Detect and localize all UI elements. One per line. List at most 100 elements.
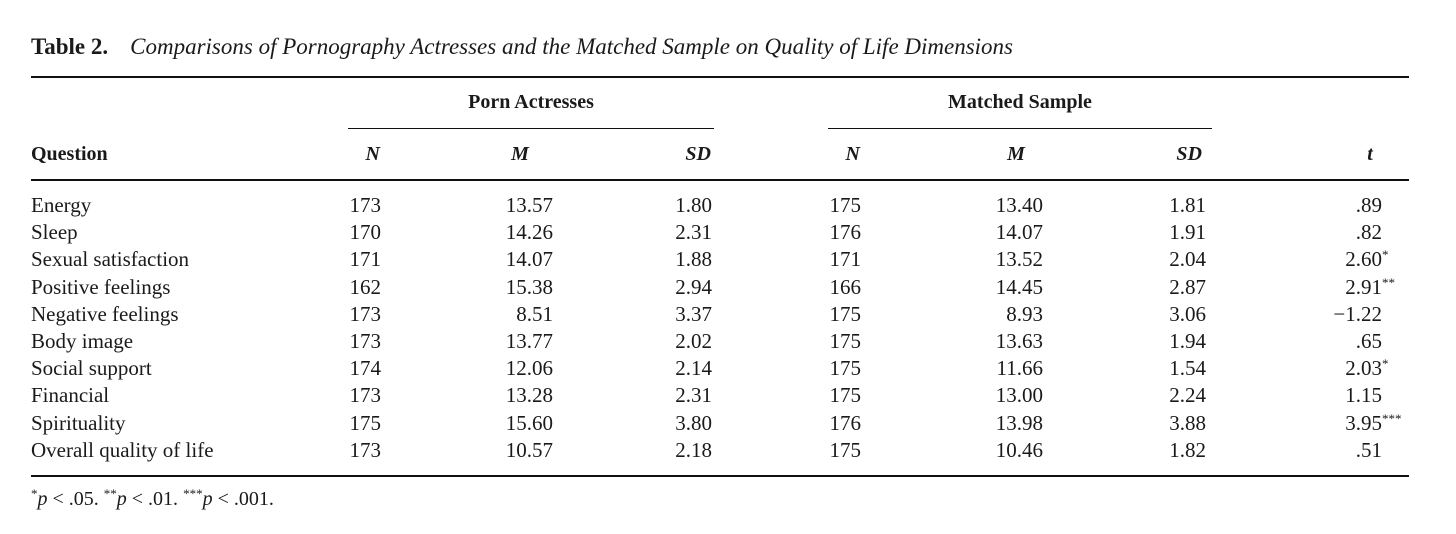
table-label: Table 2. xyxy=(31,34,109,59)
cell-t: 2.60 xyxy=(1345,247,1382,272)
cell-n2: 176 xyxy=(829,410,862,435)
row-question: Overall quality of life xyxy=(31,437,214,462)
cell-m1: 15.60 xyxy=(505,410,553,435)
row-question: Negative feelings xyxy=(31,301,179,326)
cell-n1: 173 xyxy=(349,437,382,462)
top-rule xyxy=(31,76,1409,78)
row-question: Positive feelings xyxy=(31,274,171,299)
cell-t: 2.03 xyxy=(1345,356,1382,381)
cell-n2: 175 xyxy=(829,301,862,326)
header-rule xyxy=(31,179,1409,181)
cell-sd1: 1.88 xyxy=(675,247,712,272)
significance-mark: ** xyxy=(1382,274,1395,290)
cell-n1: 173 xyxy=(349,383,382,408)
cell-sd1: 2.14 xyxy=(675,356,712,381)
cell-sd1: 2.02 xyxy=(675,328,712,353)
cell-sd1: 3.37 xyxy=(675,301,712,326)
cell-n2: 175 xyxy=(829,328,862,353)
cell-m1: 8.51 xyxy=(516,301,553,326)
cell-t: .89 xyxy=(1355,193,1382,217)
cell-m2: 8.93 xyxy=(1006,301,1043,326)
cell-m2: 13.00 xyxy=(995,383,1043,408)
significance-mark: * xyxy=(1382,356,1389,372)
cell-n1: 173 xyxy=(349,328,382,353)
cell-n2: 175 xyxy=(829,193,862,217)
cell-m1: 13.77 xyxy=(505,328,553,353)
row-question: Energy xyxy=(31,193,92,217)
bottom-rule xyxy=(31,475,1409,477)
cell-n2: 166 xyxy=(829,274,862,299)
cell-m2: 14.45 xyxy=(995,274,1043,299)
footnote-mark: ** xyxy=(103,486,117,501)
table-row: Body image 173 13.77 2.02 175 13.63 1.94 .65 xyxy=(0,328,1456,355)
cell-sd2: 1.54 xyxy=(1169,356,1206,381)
table-row: Social support 174 12.06 2.14 175 11.66 1.54 2.… xyxy=(0,355,1456,382)
footnote-text: < .05. xyxy=(47,488,104,510)
cell-sd1: 3.80 xyxy=(675,410,712,435)
cell-sd2: 2.87 xyxy=(1169,274,1206,299)
cell-sd2: 2.04 xyxy=(1169,247,1206,272)
cell-sd2: 1.91 xyxy=(1169,220,1206,245)
cell-sd1: 2.18 xyxy=(675,437,712,462)
cell-m1: 13.57 xyxy=(505,193,553,217)
cell-sd2: 1.81 xyxy=(1169,193,1206,217)
cell-m2: 13.63 xyxy=(995,328,1043,353)
cell-m1: 13.28 xyxy=(505,383,553,408)
row-question: Social support xyxy=(31,356,152,381)
cell-m2: 14.07 xyxy=(995,220,1043,245)
table-row: Negative feelings 173 8.51 3.37 175 8.93 3.06 −… xyxy=(0,301,1456,328)
table-row: Overall quality of life 173 10.57 2.18 175 10… xyxy=(0,437,1456,464)
col-header-n2: N xyxy=(845,143,860,165)
cell-sd1: 1.80 xyxy=(675,193,712,217)
significance-mark: *** xyxy=(1382,410,1402,426)
row-question: Financial xyxy=(31,383,110,408)
table-row: Sleep 170 14.26 2.31 176 14.07 1.91 .82 xyxy=(0,219,1456,246)
group-header-porn-actresses: Porn Actresses xyxy=(468,91,594,113)
row-question: Body image xyxy=(31,328,134,353)
cell-n1: 170 xyxy=(349,220,382,245)
row-question: Sexual satisfaction xyxy=(31,247,190,272)
col-header-question: Question xyxy=(31,143,108,165)
cell-m2: 10.46 xyxy=(995,437,1043,462)
table-row: Financial 173 13.28 2.31 175 13.00 2.24 1.15 xyxy=(0,382,1456,409)
table-row: Spirituality 175 15.60 3.80 176 13.98 3.88 3.95… xyxy=(0,410,1456,437)
cell-n2: 175 xyxy=(829,383,862,408)
group-rule-porn-actresses xyxy=(348,128,714,129)
group-header-matched-sample: Matched Sample xyxy=(948,91,1092,113)
cell-m1: 14.26 xyxy=(505,220,553,245)
footnote-mark: * xyxy=(31,486,38,501)
row-question: Sleep xyxy=(31,220,78,245)
cell-n2: 175 xyxy=(829,437,862,462)
cell-sd2: 1.82 xyxy=(1169,437,1206,462)
cell-sd2: 3.88 xyxy=(1169,410,1206,435)
cell-m1: 15.38 xyxy=(505,274,553,299)
table-footnote: *p < .05. **p < .01. ***p < .001. xyxy=(31,486,274,511)
col-header-sd2: SD xyxy=(1176,143,1202,165)
cell-t: .65 xyxy=(1355,328,1382,353)
col-header-m2: M xyxy=(1007,143,1025,165)
group-rule-matched-sample xyxy=(828,128,1212,129)
cell-n2: 175 xyxy=(829,356,862,381)
cell-m2: 13.40 xyxy=(995,193,1043,217)
cell-sd1: 2.31 xyxy=(675,383,712,408)
cell-m1: 12.06 xyxy=(505,356,553,381)
cell-t: 2.91 xyxy=(1345,274,1382,299)
cell-n2: 176 xyxy=(829,220,862,245)
col-header-sd1: SD xyxy=(685,143,711,165)
footnote-p: p xyxy=(116,488,127,510)
cell-n1: 174 xyxy=(349,356,382,381)
footnote-mark: *** xyxy=(183,486,203,501)
cell-t: −1.22 xyxy=(1333,301,1382,326)
cell-sd2: 1.94 xyxy=(1169,328,1206,353)
cell-n1: 162 xyxy=(349,274,382,299)
cell-sd2: 2.24 xyxy=(1169,383,1206,408)
cell-t: .51 xyxy=(1355,437,1382,462)
cell-sd1: 2.94 xyxy=(675,274,712,299)
table-row: Energy 173 13.57 1.80 175 13.40 1.81 .89 xyxy=(0,192,1456,219)
table-title: Table 2. Comparisons of Pornography Actre… xyxy=(31,34,1013,60)
footnote-text: < .01. xyxy=(126,488,184,510)
table-row: Sexual satisfaction 171 14.07 1.88 171 13.52 2… xyxy=(0,246,1456,273)
cell-n1: 173 xyxy=(349,193,382,217)
cell-m2: 13.52 xyxy=(995,247,1043,272)
cell-m2: 13.98 xyxy=(995,410,1043,435)
